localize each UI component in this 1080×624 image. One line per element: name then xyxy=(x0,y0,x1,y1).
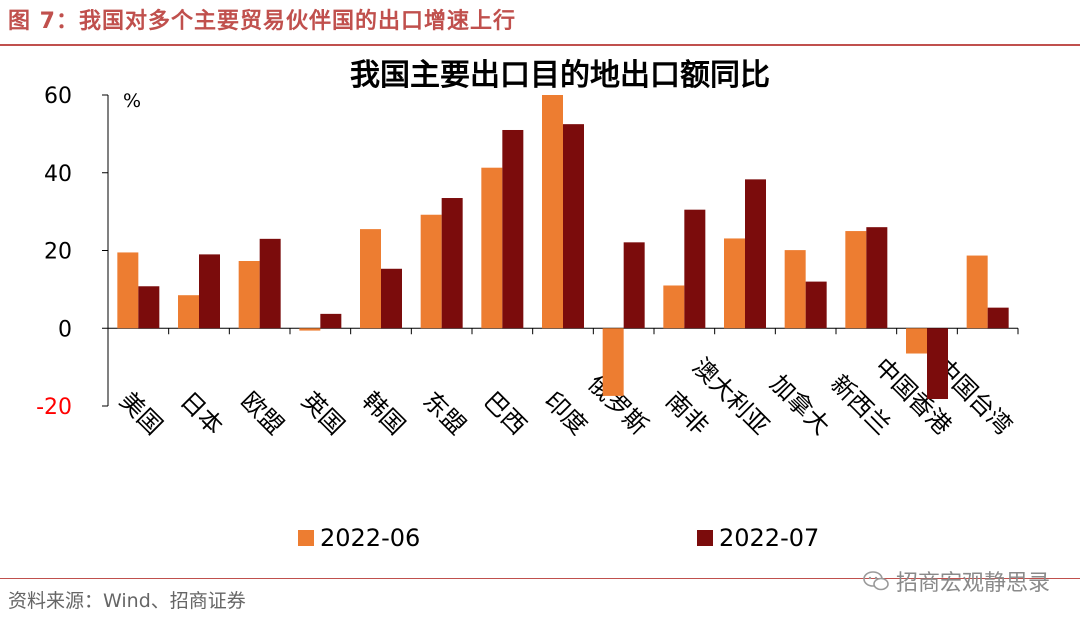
bar-series-2 xyxy=(138,286,160,329)
figure-title: 图 7：我国对多个主要贸易伙伴国的出口增速上行 xyxy=(8,9,516,34)
bar-series-1 xyxy=(117,252,139,329)
bar-series-1 xyxy=(360,229,381,329)
y-tick-label: 40 xyxy=(44,162,72,187)
bars xyxy=(117,95,1009,400)
bar-series-1 xyxy=(784,250,806,329)
x-tick-label: 东盟 xyxy=(417,387,471,441)
watermark-text: 招商宏观静思录 xyxy=(895,571,1050,596)
bar-series-2 xyxy=(563,124,584,329)
bar-series-2 xyxy=(623,242,645,329)
x-tick-label: 巴西 xyxy=(478,387,532,441)
bar-series-1 xyxy=(724,238,745,329)
x-tick-label: 印度 xyxy=(539,387,593,441)
x-tick-label: 加拿大 xyxy=(765,370,836,441)
bar-series-2 xyxy=(259,238,281,329)
bar-series-2 xyxy=(684,209,706,329)
bar-series-2 xyxy=(441,198,463,329)
legend: 2022-06 2022-07 xyxy=(298,524,819,552)
bar-series-1 xyxy=(420,214,442,329)
bar-series-2 xyxy=(502,129,524,329)
title-rule xyxy=(0,44,1080,46)
wechat-icon xyxy=(863,571,889,591)
bar-series-1 xyxy=(663,285,685,329)
legend-swatch-1 xyxy=(298,530,314,546)
y-tick-label: 0 xyxy=(58,317,72,342)
bar-series-1 xyxy=(966,255,988,329)
legend-label-2: 2022-07 xyxy=(719,524,819,552)
legend-swatch-2 xyxy=(697,530,713,546)
bar-series-2 xyxy=(320,313,342,329)
footer-rule xyxy=(0,578,1080,579)
y-axis-unit: % xyxy=(123,90,141,112)
bar-series-2 xyxy=(927,328,948,400)
bar-series-1 xyxy=(602,328,624,396)
bar-series-1 xyxy=(542,95,563,329)
source-note: 资料来源：Wind、招商证券 xyxy=(8,590,246,612)
bar-series-1 xyxy=(238,260,260,329)
bar-series-2 xyxy=(381,268,402,329)
x-tick-label: 美国 xyxy=(114,387,168,441)
bar-series-1 xyxy=(481,167,503,329)
chart-title: 我国主要出口目的地出口额同比 xyxy=(350,58,770,93)
x-tick-label: 英国 xyxy=(296,387,350,441)
x-tick-label: 韩国 xyxy=(357,387,411,441)
x-tick-label: 南非 xyxy=(660,387,714,441)
x-tick-label: 欧盟 xyxy=(235,387,289,441)
bar-series-1 xyxy=(906,328,927,354)
bar-series-2 xyxy=(745,179,766,329)
y-tick-label: 60 xyxy=(44,84,72,109)
x-tick-label: 日本 xyxy=(175,387,229,441)
y-axis: -20 0 20 40 60 xyxy=(36,84,109,420)
bar-series-2 xyxy=(805,281,827,329)
bar-series-1 xyxy=(299,328,321,331)
bar-series-2 xyxy=(866,227,888,329)
watermark: 招商宏观静思录 xyxy=(862,565,1050,597)
bar-series-1 xyxy=(178,295,199,329)
legend-label-1: 2022-06 xyxy=(320,524,420,552)
bar-series-1 xyxy=(845,231,867,329)
bar-series-2 xyxy=(987,307,1009,329)
bar-series-2 xyxy=(199,254,220,329)
y-tick-label: 20 xyxy=(44,240,72,265)
y-tick-label: -20 xyxy=(36,395,72,420)
